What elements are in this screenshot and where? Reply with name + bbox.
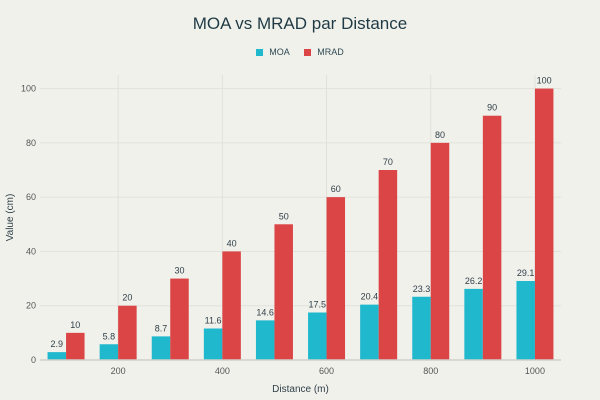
data-label-moa: 26.2 <box>465 276 483 286</box>
legend-item-moa[interactable]: MOA <box>256 47 290 57</box>
bar-moa <box>464 288 483 360</box>
data-label-moa: 29.1 <box>517 268 535 278</box>
x-tick-label: 1000 <box>525 366 545 376</box>
data-label-mrad: 20 <box>122 293 132 303</box>
legend-swatch-moa <box>256 48 264 56</box>
data-label-moa: 14.6 <box>256 307 274 317</box>
bar-moa <box>151 336 171 360</box>
bar-mrad <box>430 142 450 360</box>
data-label-moa: 17.5 <box>309 300 327 310</box>
y-tick-label: 40 <box>26 246 36 256</box>
legend-label-mrad: MRAD <box>317 47 344 57</box>
legend-item-mrad[interactable]: MRAD <box>304 47 344 57</box>
data-label-mrad: 90 <box>487 103 497 113</box>
data-label-mrad: 80 <box>435 130 445 140</box>
legend-swatch-mrad <box>304 48 312 56</box>
x-tick-label: 800 <box>423 366 438 376</box>
data-label-mrad: 60 <box>331 184 341 194</box>
y-axis-title: Value (cm) <box>5 194 16 242</box>
data-label-moa: 23.3 <box>413 284 431 294</box>
bar-mrad <box>534 88 554 361</box>
y-tick-label: 20 <box>26 301 36 311</box>
data-label-moa: 5.8 <box>103 331 116 341</box>
y-tick-label: 60 <box>26 192 36 202</box>
bar-moa <box>255 320 275 360</box>
data-label-mrad: 50 <box>279 211 289 221</box>
bar-mrad <box>222 251 241 360</box>
data-label-moa: 20.4 <box>361 292 379 302</box>
x-tick-label: 400 <box>215 366 230 376</box>
y-tick-label: 100 <box>21 84 36 94</box>
x-tick-label: 600 <box>319 366 334 376</box>
bar-mrad <box>378 170 398 360</box>
legend-label-moa: MOA <box>269 47 290 57</box>
bar-moa <box>516 281 535 360</box>
x-axis-title: Distance (m) <box>272 384 329 395</box>
data-label-mrad: 30 <box>174 266 184 276</box>
bar-mrad <box>482 115 502 360</box>
bar-mrad <box>326 197 346 360</box>
data-label-moa: 2.9 <box>51 339 64 349</box>
bar-moa <box>360 304 379 360</box>
bar-moa <box>99 344 119 360</box>
y-tick-label: 0 <box>31 355 36 365</box>
bar-moa <box>308 312 327 360</box>
data-label-mrad: 40 <box>227 238 237 248</box>
bar-mrad <box>118 305 137 360</box>
legend: MOA MRAD <box>0 47 600 58</box>
data-label-moa: 11.6 <box>205 316 222 326</box>
bar-mrad <box>274 224 293 360</box>
data-label-mrad: 100 <box>537 76 552 86</box>
chart-title: MOA vs MRAD par Distance <box>192 14 408 33</box>
data-label-mrad: 10 <box>70 320 80 330</box>
bar-moa <box>412 296 431 360</box>
bar-moa <box>47 352 67 360</box>
bar-mrad <box>66 332 85 360</box>
bar-moa <box>203 328 223 360</box>
data-label-mrad: 70 <box>383 157 393 167</box>
data-label-moa: 8.7 <box>155 323 168 333</box>
y-tick-label: 80 <box>26 138 36 148</box>
bar-mrad <box>170 278 189 360</box>
x-tick-label: 200 <box>111 366 126 376</box>
